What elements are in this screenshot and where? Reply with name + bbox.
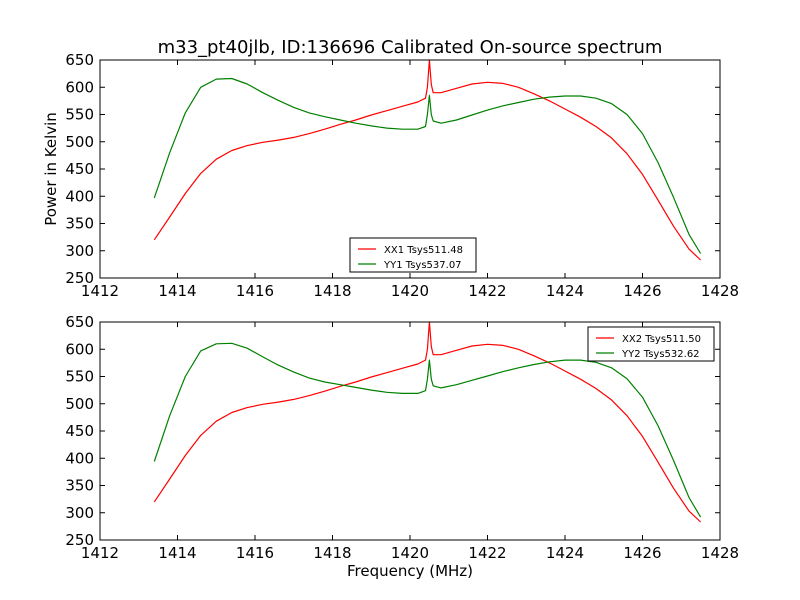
series-line-2-2 xyxy=(153,342,702,518)
bottom-panel: 1412 1414 1416 1418 1420 1422 1424 1426 1428 250 3… xyxy=(65,313,739,580)
y-tick-label: 300 xyxy=(65,242,94,260)
x-tick-label: 1414 xyxy=(158,544,196,562)
x-tick-label: 1416 xyxy=(236,544,274,562)
y-tick-label: 300 xyxy=(65,504,94,522)
x-tick-label: 1418 xyxy=(313,544,351,562)
x-axis-label: Frequency (MHz) xyxy=(347,562,473,580)
y-tick-label: 400 xyxy=(65,449,94,467)
y-tick-label: 500 xyxy=(65,133,94,151)
y-tick-label: 550 xyxy=(65,106,94,124)
x-tick-label: 1424 xyxy=(546,282,584,300)
y-tick-label: 400 xyxy=(65,187,94,205)
x-tick-label: 1426 xyxy=(623,282,661,300)
y-tick-label: 650 xyxy=(65,51,94,69)
y-tick-label: 450 xyxy=(65,160,94,178)
x-tick-label: 1422 xyxy=(468,544,506,562)
x-tick-label: 1428 xyxy=(701,282,739,300)
y-tick-label: 600 xyxy=(65,78,94,96)
y-tick-label: 350 xyxy=(65,477,94,495)
x-tick-label: 1412 xyxy=(81,282,119,300)
legend: XX1 Tsys511.48 YY1 Tsys537.07 xyxy=(349,237,477,273)
y-tick-label: 550 xyxy=(65,368,94,386)
x-tick-label: 1422 xyxy=(468,282,506,300)
x-tick-label: 1420 xyxy=(391,282,429,300)
y-tick-label: 250 xyxy=(65,531,94,549)
x-tick-label: 1426 xyxy=(623,544,661,562)
x-tick-label: 1416 xyxy=(236,282,274,300)
x-tick-label: 1428 xyxy=(701,544,739,562)
legend-label: XX1 Tsys511.48 xyxy=(384,245,463,256)
legend: XX2 Tsys511.50 YY2 Tsys532.62 xyxy=(587,326,715,362)
y-tick-label: 600 xyxy=(65,340,94,358)
x-tick-label: 1418 xyxy=(313,282,351,300)
legend-label: XX2 Tsys511.50 xyxy=(622,334,701,345)
x-tick-label: 1420 xyxy=(391,544,429,562)
series-line-1-1 xyxy=(153,59,702,261)
x-tick-label: 1424 xyxy=(546,544,584,562)
x-tick-label: 1414 xyxy=(158,282,196,300)
y-tick-label: 350 xyxy=(65,215,94,233)
y-tick-label: 450 xyxy=(65,422,94,440)
legend-label: YY1 Tsys537.07 xyxy=(383,260,462,271)
legend-label: YY2 Tsys532.62 xyxy=(621,349,700,360)
legend-box xyxy=(587,326,715,362)
y-tick-label: 500 xyxy=(65,395,94,413)
top-panel: 1412 1414 1416 1418 1420 1422 1424 1426 1428 250 3… xyxy=(42,51,739,300)
y-tick-label: 250 xyxy=(65,269,94,287)
legend-box xyxy=(349,237,477,273)
figure-title: m33_pt40jlb, ID:136696 Calibrated On-sou… xyxy=(158,37,663,58)
x-tick-label: 1412 xyxy=(81,544,119,562)
series-line-1-2 xyxy=(153,77,702,254)
y-tick-label: 650 xyxy=(65,313,94,331)
y-axis-label: Power in Kelvin xyxy=(42,112,60,226)
